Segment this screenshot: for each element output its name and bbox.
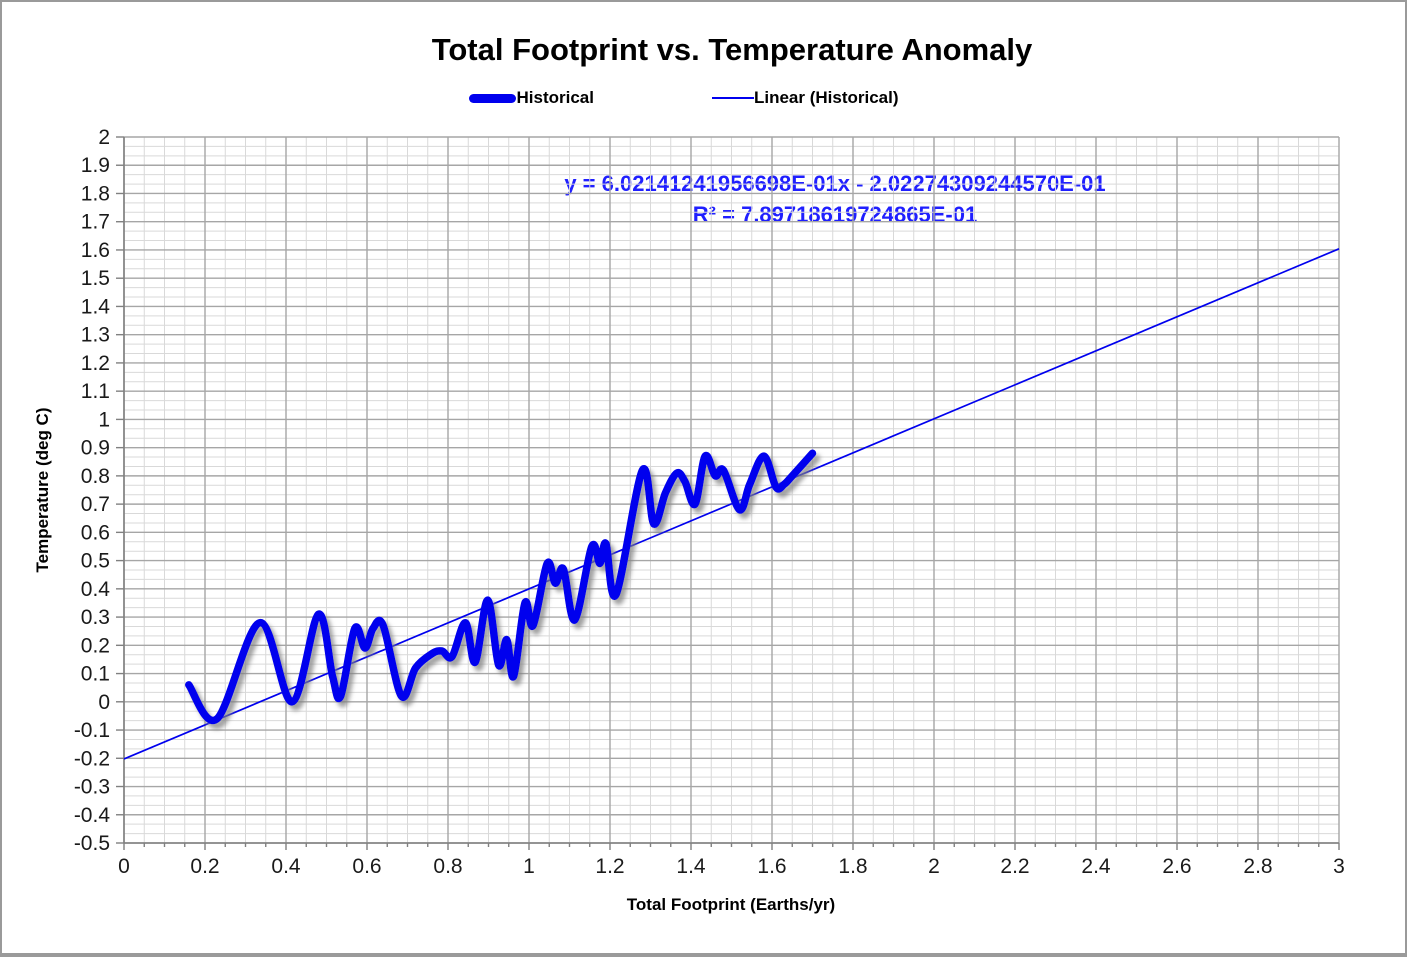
svg-text:2: 2 bbox=[98, 126, 110, 149]
svg-text:0.9: 0.9 bbox=[81, 437, 110, 460]
svg-text:1: 1 bbox=[523, 855, 535, 878]
svg-text:-0.5: -0.5 bbox=[74, 832, 110, 855]
svg-text:0: 0 bbox=[98, 691, 110, 714]
svg-text:1: 1 bbox=[98, 408, 110, 431]
svg-text:0.4: 0.4 bbox=[271, 855, 301, 878]
legend-label-linear: Linear (Historical) bbox=[753, 88, 899, 107]
svg-text:0.7: 0.7 bbox=[81, 493, 110, 516]
svg-text:0.3: 0.3 bbox=[81, 606, 110, 629]
svg-text:2: 2 bbox=[928, 855, 940, 878]
svg-text:1.6: 1.6 bbox=[81, 239, 110, 262]
svg-text:2.2: 2.2 bbox=[1000, 855, 1029, 878]
chart-title[interactable]: Total Footprint vs. Temperature Anomaly bbox=[431, 32, 1033, 67]
svg-text:1.2: 1.2 bbox=[595, 855, 624, 878]
svg-text:0.6: 0.6 bbox=[81, 521, 110, 544]
svg-text:0.8: 0.8 bbox=[433, 855, 462, 878]
svg-text:2.4: 2.4 bbox=[1081, 855, 1111, 878]
legend-item-linear[interactable]: Linear (Historical) bbox=[711, 88, 899, 108]
svg-text:2.8: 2.8 bbox=[1243, 855, 1272, 878]
svg-text:1.2: 1.2 bbox=[81, 352, 110, 375]
svg-text:0.5: 0.5 bbox=[81, 550, 110, 573]
legend: Historical Linear (Historical) bbox=[124, 88, 1244, 108]
svg-text:1.8: 1.8 bbox=[838, 855, 867, 878]
svg-text:0.1: 0.1 bbox=[81, 663, 110, 686]
svg-text:1.9: 1.9 bbox=[81, 154, 110, 177]
svg-text:0: 0 bbox=[118, 855, 130, 878]
svg-text:1.6: 1.6 bbox=[757, 855, 786, 878]
svg-text:1.4: 1.4 bbox=[676, 855, 706, 878]
legend-label-historical: Historical bbox=[516, 88, 594, 107]
svg-text:1.8: 1.8 bbox=[81, 182, 110, 205]
svg-text:-0.4: -0.4 bbox=[74, 804, 111, 827]
svg-text:0.2: 0.2 bbox=[81, 634, 110, 657]
svg-text:2.6: 2.6 bbox=[1162, 855, 1191, 878]
svg-text:-0.1: -0.1 bbox=[74, 719, 110, 742]
legend-item-historical[interactable]: Historical bbox=[469, 88, 594, 108]
svg-text:3: 3 bbox=[1333, 855, 1345, 878]
svg-text:0.6: 0.6 bbox=[352, 855, 381, 878]
r-squared-line: R² = 7.89718619724865E-01 bbox=[692, 202, 978, 227]
svg-text:1.7: 1.7 bbox=[81, 211, 110, 234]
svg-text:1.4: 1.4 bbox=[81, 295, 111, 318]
svg-text:-0.2: -0.2 bbox=[74, 747, 110, 770]
historical-line-swatch-icon bbox=[469, 93, 517, 103]
svg-text:-0.3: -0.3 bbox=[74, 776, 110, 799]
svg-text:0.8: 0.8 bbox=[81, 465, 110, 488]
svg-text:1.5: 1.5 bbox=[81, 267, 110, 290]
svg-text:1.1: 1.1 bbox=[81, 380, 110, 403]
svg-text:1.3: 1.3 bbox=[81, 324, 110, 347]
svg-text:0.4: 0.4 bbox=[81, 578, 111, 601]
svg-text:0.2: 0.2 bbox=[190, 855, 219, 878]
x-axis-title: Total Footprint (Earths/yr) bbox=[626, 895, 836, 914]
linear-line-swatch-icon bbox=[711, 97, 754, 99]
